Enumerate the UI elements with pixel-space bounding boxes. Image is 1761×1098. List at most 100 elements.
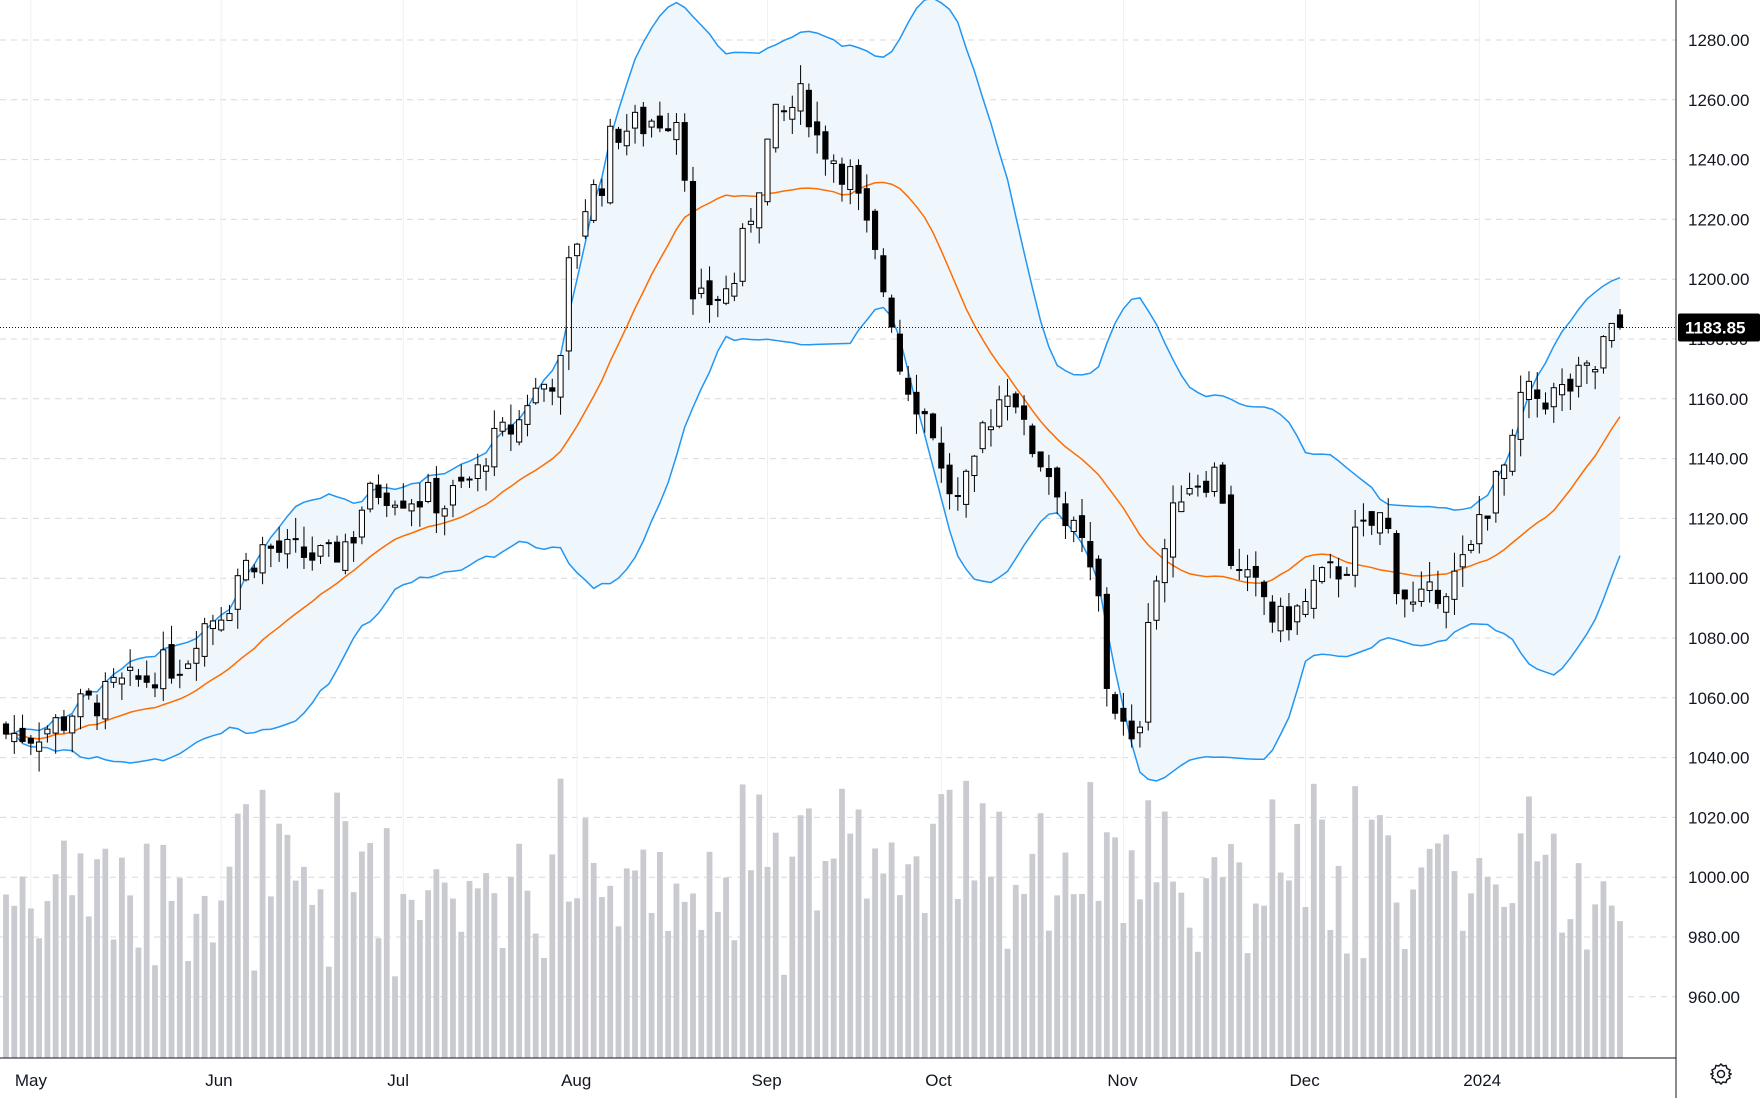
candle-body <box>1401 589 1408 600</box>
candle-body <box>1194 485 1201 488</box>
volume-bar <box>582 818 589 1058</box>
volume-bar <box>1029 853 1036 1058</box>
candle-body <box>780 110 788 113</box>
volume-bar <box>789 856 796 1058</box>
candle-body <box>863 188 870 221</box>
volume-bar <box>77 853 84 1058</box>
volume-bar <box>805 808 812 1058</box>
volume-bar <box>201 895 208 1058</box>
volume-bar <box>1095 900 1102 1058</box>
candle-body <box>822 131 829 160</box>
volume-bar <box>640 849 647 1058</box>
volume-bar <box>1476 858 1483 1058</box>
volume-bar <box>1219 877 1226 1058</box>
candle-body <box>1020 405 1028 420</box>
volume-bar <box>392 976 398 1058</box>
volume-bar <box>615 926 622 1058</box>
candle-body <box>1294 605 1301 623</box>
candles <box>2 65 1624 772</box>
candle-body <box>1608 322 1615 342</box>
volume-bar <box>458 931 465 1058</box>
settings-gear-icon[interactable] <box>1705 1058 1737 1090</box>
volume-bar <box>301 866 307 1058</box>
volume-bar <box>938 794 945 1058</box>
volume-bar <box>1542 854 1549 1058</box>
volume-bar <box>690 893 696 1058</box>
volume-bar <box>905 864 912 1058</box>
volume-bar <box>259 789 266 1058</box>
candle-body <box>60 716 68 731</box>
volume-bar <box>921 912 928 1058</box>
volume-bar <box>276 823 283 1058</box>
candle-body <box>226 613 233 622</box>
candle-body <box>1467 544 1475 551</box>
candle-body <box>872 210 879 250</box>
candle-body <box>880 255 887 293</box>
candle-body <box>19 727 26 742</box>
candle-body <box>689 181 697 300</box>
candle-body <box>1410 601 1417 605</box>
volume-bar <box>19 876 26 1058</box>
volume-bar <box>764 866 771 1058</box>
candle-body <box>938 442 945 469</box>
candle-body <box>1451 570 1458 600</box>
volume-bar <box>334 792 340 1058</box>
candle-body <box>1418 588 1425 602</box>
y-tick-label: 1120.00 <box>1688 509 1748 528</box>
volume-bar <box>863 898 870 1058</box>
volume-bar <box>1021 893 1027 1058</box>
candle-body <box>160 649 167 690</box>
volume-bar <box>367 842 374 1058</box>
volume-bar <box>673 883 680 1058</box>
volume-bar <box>359 851 365 1058</box>
volume-bar <box>549 854 556 1058</box>
candle-body <box>52 717 59 734</box>
volume-bar <box>3 894 9 1058</box>
volume-bar <box>1617 921 1623 1058</box>
volume-bar <box>1550 833 1557 1058</box>
volume-bar <box>756 794 763 1058</box>
volume-bar <box>1252 903 1259 1058</box>
candle-body <box>209 620 216 630</box>
volume-bar <box>36 938 43 1058</box>
candle-body <box>259 544 266 574</box>
volume-bar <box>251 970 258 1058</box>
volume-bar <box>1501 906 1508 1058</box>
candle-body <box>1459 554 1466 568</box>
candle-body <box>673 122 680 141</box>
volume-bar <box>1186 927 1193 1058</box>
volume-bar <box>1435 843 1441 1058</box>
last-price-label: 1183.85 <box>1685 318 1746 337</box>
candle-body <box>143 675 150 683</box>
candle-body <box>1037 451 1044 468</box>
candle-body <box>598 188 606 196</box>
candle-body <box>789 106 796 120</box>
volume-bar <box>1145 800 1152 1058</box>
volume-bar <box>1559 932 1565 1058</box>
volume-bar <box>135 947 142 1058</box>
volume-bar <box>988 876 994 1058</box>
candle-body <box>1211 466 1218 493</box>
volume-bar <box>1153 882 1160 1058</box>
volume-bar <box>1120 923 1127 1058</box>
volume-bars <box>3 778 1623 1058</box>
volume-bar <box>474 888 481 1058</box>
volume-bar <box>1103 832 1110 1058</box>
volume-bar <box>1600 881 1607 1058</box>
candle-body <box>1302 600 1309 615</box>
volume-bar <box>954 898 961 1058</box>
volume-bar <box>888 842 895 1058</box>
y-tick-label: 1100.00 <box>1688 569 1748 588</box>
candle-body <box>1244 569 1251 578</box>
candle-body <box>391 504 399 508</box>
volume-bar <box>27 908 34 1058</box>
candle-body <box>1004 395 1011 407</box>
volume-bar <box>408 899 415 1058</box>
candle-body <box>491 427 498 468</box>
volume-bar <box>739 784 746 1058</box>
volume-bar <box>491 893 498 1058</box>
volume-bar <box>623 868 630 1058</box>
volume-bar <box>830 858 837 1058</box>
